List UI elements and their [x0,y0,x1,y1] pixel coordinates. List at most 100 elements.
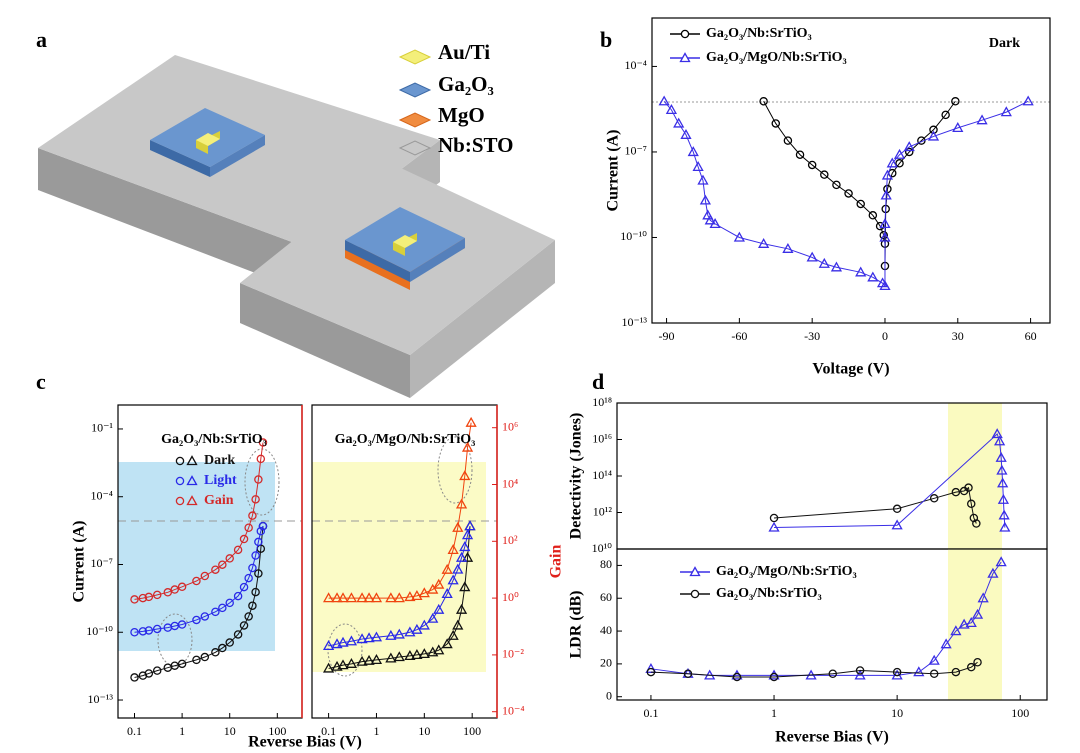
y-tick-label: 80 [600,557,612,571]
marker [244,573,253,583]
marker [211,565,220,574]
marker [891,519,903,530]
y-tick-label: 10⁻⁷ [90,556,113,570]
marker [996,464,1008,475]
marker [363,592,375,603]
marker [997,493,1010,504]
y-tick-label: 10⁻⁴ [90,488,113,502]
marker [138,627,148,636]
marker [855,266,867,277]
marker [427,612,439,623]
series-line [650,661,978,678]
marker [218,560,227,569]
panel-letter: c [36,369,46,394]
legend-label: Ga₂O₃ [438,72,494,96]
marker [895,159,904,168]
marker [928,654,940,665]
y-tick-label: 10¹⁰ [592,541,613,555]
y2-tick-label: 10⁻² [502,647,524,661]
marker [875,221,885,231]
y-tick-label: 10⁻¹³ [621,315,647,329]
marker [951,97,960,106]
marker [854,669,866,680]
legend-label: Au/Ti [438,40,490,64]
marker [441,638,453,649]
marker [461,441,474,452]
marker [679,52,691,63]
marker [433,644,445,655]
marker [927,130,940,141]
marker [248,601,257,610]
marker [769,672,779,682]
x-tick-label: 0 [882,329,888,343]
highlight-region [118,462,275,651]
legend-swatch [398,49,432,65]
marker [455,603,468,614]
legend-label: Light [204,473,237,488]
marker [322,640,335,651]
marker [144,626,154,635]
marker [447,629,459,640]
marker [225,638,234,647]
legend-label: MgO [438,103,485,127]
marker [965,617,977,628]
marker [345,592,358,603]
marker [254,537,263,547]
legend-label: Ga₂O₃/Nb:SrTiO₃ [716,586,822,601]
series [322,416,477,603]
marker [867,271,879,282]
marker [393,651,405,662]
marker [879,280,891,291]
marker [892,667,902,677]
marker [782,242,794,253]
marker [459,541,471,552]
marker [998,509,1010,520]
marker [769,513,779,523]
y-axis-label: Detectivity (Jones) [568,413,585,540]
marker [175,456,185,466]
marker [828,669,838,678]
marker [186,495,198,506]
marker [233,591,243,601]
series [759,97,960,271]
y-tick-label: 40 [600,623,612,637]
marker [995,556,1007,567]
marker [452,563,464,574]
x-tick-label: 100 [1011,706,1029,720]
annotation-ellipse [327,623,363,677]
x-tick-label: 1 [179,724,185,738]
marker [441,588,453,599]
marker [233,630,243,639]
y-tick-label: 10⁻¹ [91,421,113,435]
y-tick-label: 10¹⁶ [592,431,612,445]
marker [239,534,249,544]
x-tick-label: -90 [659,329,675,343]
marker [893,148,906,159]
marker [337,592,349,603]
marker [993,435,1006,446]
marker [806,251,818,262]
marker [687,146,699,157]
marker [966,662,976,672]
marker [665,104,678,114]
marker [404,626,416,637]
marker [879,231,891,242]
marker [177,659,187,669]
marker [886,157,898,168]
marker [177,620,187,629]
x-tick-label: 10 [418,724,430,738]
x-tick-label: 1 [771,706,777,720]
y2-tick-label: 10⁰ [502,590,519,604]
marker [130,595,139,604]
marker [683,669,693,678]
marker [130,673,139,682]
series [646,658,982,682]
x-tick-label: 100 [268,724,286,738]
marker [971,608,984,619]
marker [929,125,938,135]
y2-axis-label: Gain [548,545,565,579]
marker [771,119,781,128]
marker [200,571,210,581]
marker [152,590,162,600]
marker [433,578,445,589]
